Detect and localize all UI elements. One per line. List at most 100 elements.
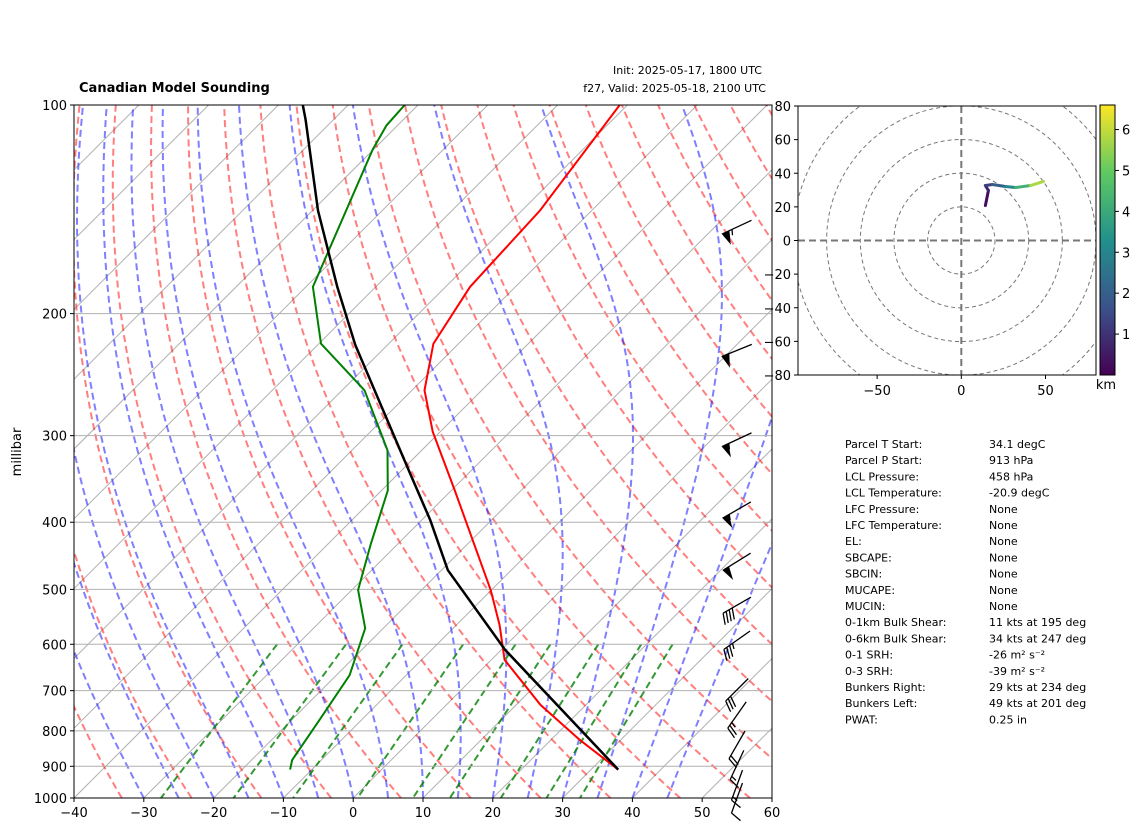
parameter-label: SBCAPE: xyxy=(845,551,892,564)
chart-title: Canadian Model Sounding xyxy=(79,81,270,96)
profile-line xyxy=(423,105,621,771)
x-tick-label: −10 xyxy=(270,806,297,821)
moist-adiabat xyxy=(540,105,635,798)
valid-time: f27, Valid: 2025-05-18, 2100 UTC xyxy=(583,82,766,95)
dry-adiabat xyxy=(74,547,193,798)
dry-adiabat xyxy=(765,105,772,118)
parameter-value: None xyxy=(989,584,1018,597)
mixing-ratio-line xyxy=(499,643,600,798)
isotherm xyxy=(492,518,772,798)
parameter-value: 0.25 in xyxy=(989,713,1027,726)
mixing-ratio-line xyxy=(579,643,674,798)
wind-barb xyxy=(722,596,752,625)
x-tick-label: 30 xyxy=(554,806,571,821)
wind-barb xyxy=(727,701,747,739)
parameter-label: 0-6km Bulk Shear: xyxy=(845,632,947,645)
y-tick-label: 20 xyxy=(774,201,791,216)
hodograph-segment xyxy=(1013,184,1033,190)
y-tick-label: 1000 xyxy=(34,792,67,807)
y-tick-label: 600 xyxy=(42,638,67,653)
parameter-value: 29 kts at 234 deg xyxy=(989,681,1086,694)
isotherm xyxy=(213,238,772,798)
y-tick-label: 900 xyxy=(42,760,67,775)
dry-adiabat xyxy=(223,105,542,798)
x-tick-label: −50 xyxy=(863,384,890,399)
isotherm xyxy=(283,308,772,798)
colorbar-tick-label: 6 xyxy=(1122,124,1130,139)
isotherm xyxy=(74,105,489,520)
moist-adiabat xyxy=(631,413,772,798)
x-tick-label: 20 xyxy=(485,806,502,821)
dry-adiabat xyxy=(111,105,332,798)
moist-adiabat xyxy=(351,105,508,798)
y-tick-label: 40 xyxy=(774,167,791,182)
wind-barb xyxy=(722,552,751,581)
dry-adiabat xyxy=(512,105,772,533)
colorbar-tick-label: 5 xyxy=(1122,164,1130,179)
hodograph-area xyxy=(798,106,1096,375)
dry-adiabat xyxy=(657,105,772,303)
y-axis-label: millibar xyxy=(10,427,25,476)
parameter-label: SBCIN: xyxy=(845,568,882,581)
isotherm xyxy=(771,797,772,798)
parameter-value: -26 m² s⁻² xyxy=(989,649,1045,662)
parameter-label: MUCAPE: xyxy=(845,584,895,597)
plot-area xyxy=(74,105,772,798)
dry-adiabat xyxy=(476,105,772,589)
parameter-value: None xyxy=(989,535,1018,548)
hodograph-segment xyxy=(1029,179,1045,188)
colorbar-tick-label: 4 xyxy=(1122,205,1130,220)
moist-adiabat xyxy=(288,105,462,798)
y-tick-label: 60 xyxy=(774,134,791,149)
dry-adiabat xyxy=(548,105,772,476)
y-tick-label: 80 xyxy=(774,100,791,115)
wind-barb xyxy=(728,730,746,769)
wind-barb xyxy=(723,630,751,661)
parameter-value: 11 kts at 195 deg xyxy=(989,616,1086,629)
x-tick-label: −20 xyxy=(200,806,227,821)
moist-adiabat xyxy=(238,105,424,798)
y-tick-label: 0 xyxy=(783,235,791,250)
x-tick-label: 10 xyxy=(415,806,432,821)
x-tick-label: 50 xyxy=(694,806,711,821)
isotherm xyxy=(74,105,419,450)
parameter-value: -20.9 degC xyxy=(989,487,1050,500)
isotherm xyxy=(74,105,558,590)
isotherm xyxy=(74,105,628,660)
x-tick-label: 0 xyxy=(957,384,965,399)
mixing-ratio-line xyxy=(356,643,465,798)
axes-frame xyxy=(73,104,773,799)
dry-adiabat xyxy=(404,105,772,703)
parameter-value: None xyxy=(989,503,1018,516)
parameter-label: Parcel P Start: xyxy=(845,454,922,467)
parameter-label: 0-1 SRH: xyxy=(845,649,893,662)
parameter-label: 0-1km Bulk Shear: xyxy=(845,616,947,629)
isotherm xyxy=(143,169,772,798)
isotherm xyxy=(422,448,772,798)
wind-barb xyxy=(722,501,752,529)
hodograph-segment xyxy=(1003,185,1017,190)
parameter-label: PWAT: xyxy=(845,713,878,726)
moist-adiabat xyxy=(75,105,250,798)
parameter-value: 34 kts at 247 deg xyxy=(989,632,1086,645)
y-tick-label: 500 xyxy=(42,583,67,598)
parameter-value: None xyxy=(989,551,1018,564)
dry-adiabat xyxy=(693,105,772,243)
parameter-label: Bunkers Right: xyxy=(845,681,926,694)
moist-adiabat xyxy=(596,105,723,798)
isotherm xyxy=(74,105,279,311)
x-tick-label: −40 xyxy=(60,806,87,821)
moist-adiabat xyxy=(666,541,772,798)
dry-adiabat xyxy=(620,105,772,361)
y-tick-label: −20 xyxy=(764,268,791,283)
y-tick-label: −60 xyxy=(764,335,791,350)
init-time: Init: 2025-05-17, 1800 UTC xyxy=(613,64,762,77)
y-tick-label: 700 xyxy=(42,685,67,700)
wind-barb xyxy=(725,678,749,712)
profile-line xyxy=(289,105,406,770)
parameter-value: 913 hPa xyxy=(989,454,1033,467)
y-tick-label: 100 xyxy=(42,99,67,114)
isotherm xyxy=(352,378,772,798)
isotherm xyxy=(562,587,772,798)
